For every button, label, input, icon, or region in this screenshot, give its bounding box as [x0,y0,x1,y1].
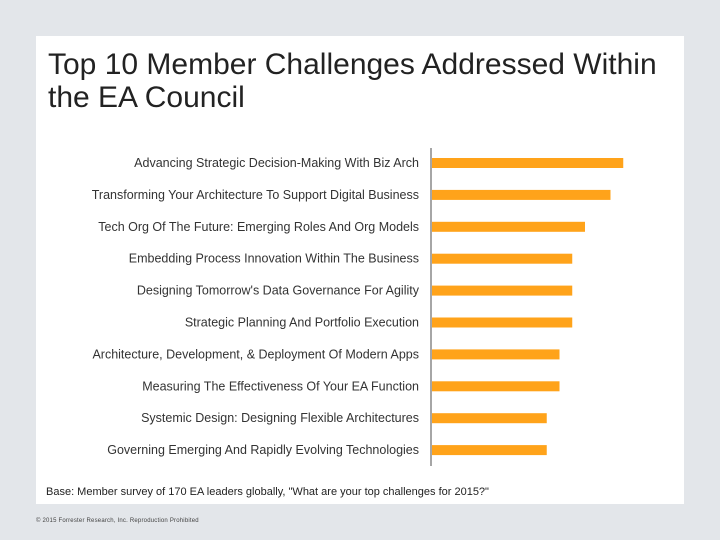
category-label: Advancing Strategic Decision-Making With… [134,156,419,170]
survey-footnote: Base: Member survey of 170 EA leaders gl… [46,486,489,498]
bar [432,158,624,168]
category-label: Architecture, Development, & Deployment … [92,347,419,361]
copyright-notice: © 2015 Forrester Research, Inc. Reproduc… [36,518,199,524]
category-label: Measuring The Effectiveness Of Your EA F… [142,379,419,393]
bar [432,221,585,232]
category-label: Transforming Your Architecture To Suppor… [92,188,419,202]
category-label: Designing Tomorrow's Data Governance For… [137,284,420,298]
bar [432,445,547,456]
bar [432,317,573,328]
bar [432,349,560,360]
bar-chart: Advancing Strategic Decision-Making With… [92,148,624,466]
bar [432,253,573,264]
category-label: Embedding Process Innovation Within The … [129,252,419,266]
bar [432,413,547,424]
category-label: Systemic Design: Designing Flexible Arch… [141,411,419,425]
category-label: Tech Org Of The Future: Emerging Roles A… [98,220,419,234]
bar [432,189,611,200]
category-label: Governing Emerging And Rapidly Evolving … [107,443,419,457]
slide-title: Top 10 Member Challenges Addressed Withi… [48,48,657,114]
bar [432,285,573,296]
slide-panel: Top 10 Member Challenges Addressed Withi… [36,36,684,524]
bar [432,381,560,392]
category-label: Strategic Planning And Portfolio Executi… [185,316,419,330]
